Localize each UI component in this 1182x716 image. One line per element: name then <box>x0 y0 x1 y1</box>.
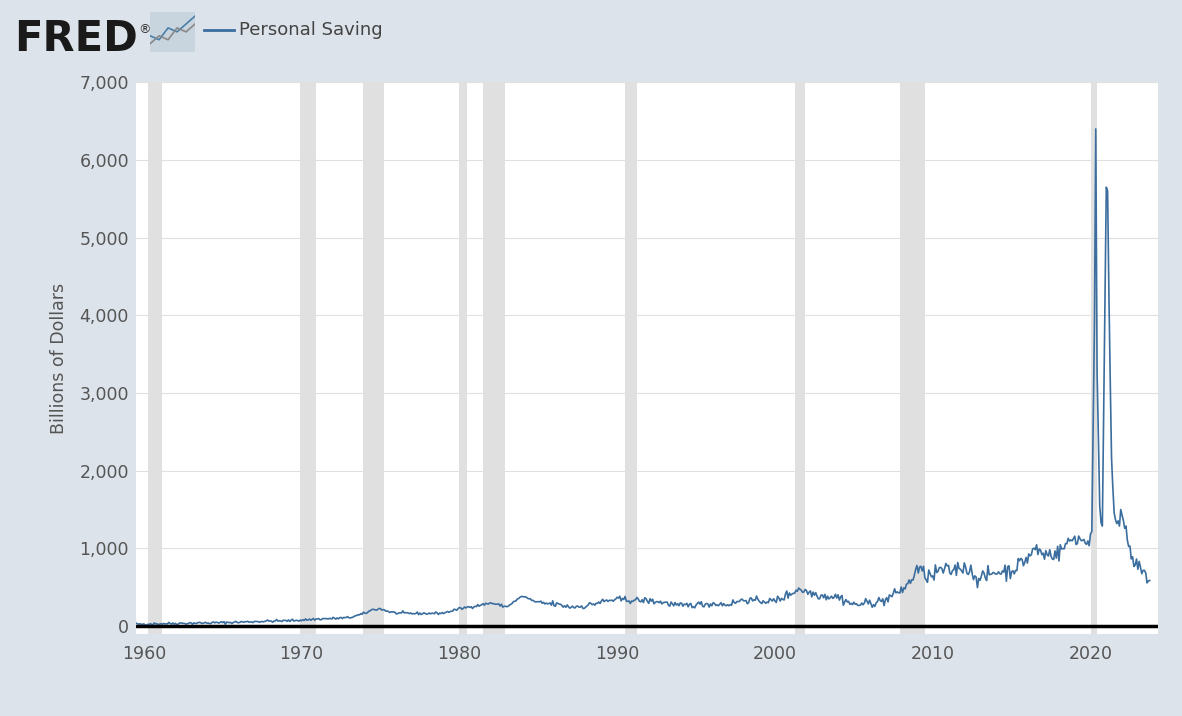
Text: Personal Saving: Personal Saving <box>239 21 383 39</box>
Bar <box>460 82 467 634</box>
Bar <box>625 82 637 634</box>
Bar <box>148 82 162 634</box>
Bar <box>794 82 805 634</box>
Bar <box>900 82 924 634</box>
Text: ®: ® <box>138 23 151 36</box>
Text: FRED: FRED <box>14 18 138 60</box>
Bar <box>300 82 316 634</box>
Bar <box>1091 82 1097 634</box>
Bar <box>363 82 384 634</box>
Bar <box>483 82 506 634</box>
Y-axis label: Billions of Dollars: Billions of Dollars <box>51 282 69 434</box>
